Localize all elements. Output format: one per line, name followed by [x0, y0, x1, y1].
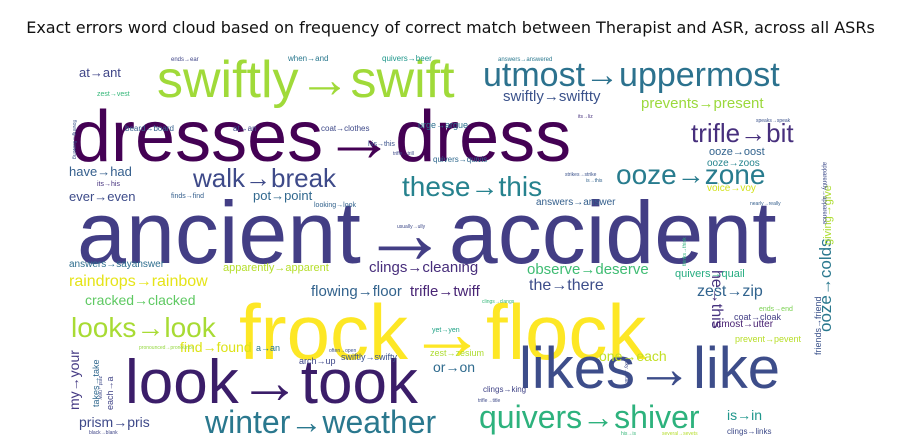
- cloud-word: ooze→zoos: [707, 158, 760, 169]
- cloud-word: finds→find: [171, 193, 204, 200]
- cloud-word: likes→like: [519, 336, 780, 401]
- cloud-word: cracked→clacked: [85, 292, 196, 308]
- cloud-word: ever→even: [69, 189, 135, 204]
- cloud-word: giving→give: [822, 185, 834, 245]
- cloud-word: prism→pris: [79, 414, 150, 430]
- cloud-word: answers→answered: [498, 57, 552, 63]
- cloud-word: swiftly→swifty: [341, 352, 397, 362]
- word-cloud: ancient→accident frock→flock dresses→dress…: [67, 50, 835, 436]
- cloud-word: when→and: [287, 54, 328, 63]
- cloud-word: quivers→quivis: [433, 155, 487, 164]
- cloud-word: answers→sayanswer: [69, 259, 165, 270]
- cloud-word: clings→king: [483, 385, 526, 394]
- cloud-word: a→an: [256, 343, 280, 353]
- cloud-word: pot→point: [253, 188, 313, 203]
- cloud-word: looking→look: [314, 202, 357, 209]
- cloud-word: trifle→bit: [691, 118, 794, 148]
- figure-title: Exact errors word cloud based on frequen…: [26, 18, 875, 37]
- cloud-word: trifle→trill: [393, 151, 414, 157]
- cloud-word: quivers→shiver: [479, 399, 700, 435]
- cloud-word: my→your: [67, 350, 82, 410]
- cloud-word: coat→cloak: [734, 312, 782, 322]
- cloud-word: its→his: [97, 181, 120, 188]
- cloud-word: at→ant: [79, 65, 121, 80]
- cloud-word: he→this: [708, 270, 725, 329]
- cloud-word: arch→up: [299, 356, 336, 366]
- cloud-word: or→on: [433, 359, 475, 375]
- cloud-word: yet→yen: [432, 327, 460, 334]
- cloud-word: is→in: [727, 407, 762, 423]
- cloud-word: quivers→beer: [382, 54, 432, 63]
- cloud-word: apparently→apparent: [223, 262, 329, 274]
- cloud-word: each→a: [105, 376, 115, 410]
- cloud-word: flowing→floor: [311, 283, 402, 300]
- cloud-word: sky→skat: [623, 361, 629, 383]
- cloud-word: its→liz: [578, 114, 593, 120]
- cloud-word: several→sevets: [662, 431, 698, 436]
- cloud-word: strikes→strike: [565, 172, 597, 178]
- cloud-word: ooze→zone: [616, 159, 765, 190]
- cloud-word: frock→flock: [239, 288, 647, 376]
- cloud-word: beard→board: [125, 124, 174, 133]
- cloud-word: coat→clothes: [321, 124, 369, 133]
- cloud-word: look→took: [125, 348, 419, 417]
- cloud-word: zest→vest: [97, 91, 130, 98]
- cloud-word: have→had: [69, 164, 132, 179]
- cloud-word: utmost→uppermost: [483, 56, 780, 94]
- cloud-word: pronounced→pronounce: [139, 345, 194, 351]
- cloud-word: clings→links: [727, 427, 771, 436]
- cloud-word: his→is: [621, 431, 637, 436]
- cloud-word: utmost→utter: [713, 319, 774, 330]
- cloud-word: answers→answer: [536, 197, 616, 208]
- cloud-word: ancient→accident: [77, 183, 777, 282]
- cloud-word: trifle→title: [478, 398, 500, 404]
- cloud-word: zest→zip: [697, 283, 763, 300]
- cloud-word: one→each: [599, 348, 667, 364]
- cloud-word: apparently→apparence: [821, 162, 827, 225]
- cloud-word: nearly→really: [750, 201, 781, 207]
- cloud-word: zest→new: [97, 376, 103, 400]
- cloud-word: at→an: [233, 124, 257, 133]
- cloud-word: walk→break: [192, 163, 337, 193]
- cloud-word: swiftly→swift: [157, 51, 455, 109]
- cloud-word: urge→argue: [418, 120, 468, 130]
- cloud-word: swiftly→swiftty: [503, 88, 601, 105]
- cloud-word: is→this: [586, 178, 603, 184]
- cloud-word: flowing→floowing: [71, 120, 77, 159]
- cloud-word: these→this: [402, 171, 542, 202]
- cloud-word: find→found: [180, 339, 252, 355]
- cloud-word: winter→weather: [204, 404, 437, 436]
- cloud-word: the→there: [529, 277, 604, 294]
- cloud-word: often→open: [329, 348, 356, 354]
- cloud-word: looks→look: [71, 312, 217, 343]
- cloud-word: prevents→present: [641, 95, 764, 112]
- cloud-word: thinks→think: [682, 237, 688, 266]
- cloud-word: observe→deserve: [527, 261, 649, 278]
- cloud-word: friends→friend: [813, 296, 823, 355]
- cloud-word: clings→clangs: [482, 299, 515, 305]
- cloud-word: usually→ully: [397, 224, 426, 230]
- cloud-word: trifle→twiff: [410, 283, 481, 300]
- cloud-word: his→this: [368, 141, 395, 148]
- cloud-word: voice→voy: [707, 183, 756, 194]
- cloud-word: raindrops→rainbow: [69, 273, 208, 290]
- cloud-word: speaks→speak: [756, 118, 791, 124]
- cloud-word: quivers→quail: [675, 268, 745, 280]
- cloud-word: ooze→oost: [709, 146, 765, 158]
- cloud-word: prevent→pevent: [735, 334, 802, 344]
- cloud-word: takes→take: [91, 359, 101, 407]
- cloud-word: dresses→dress: [71, 97, 571, 177]
- cloud-word: clings→cleaning: [369, 259, 478, 276]
- cloud-word: ends→end: [759, 306, 793, 313]
- cloud-word: black→blank: [89, 430, 118, 436]
- cloud-word: ends→ear: [171, 57, 199, 63]
- cloud-word: ooze→colds: [816, 238, 835, 332]
- cloud-word: zest→zesium: [430, 348, 484, 358]
